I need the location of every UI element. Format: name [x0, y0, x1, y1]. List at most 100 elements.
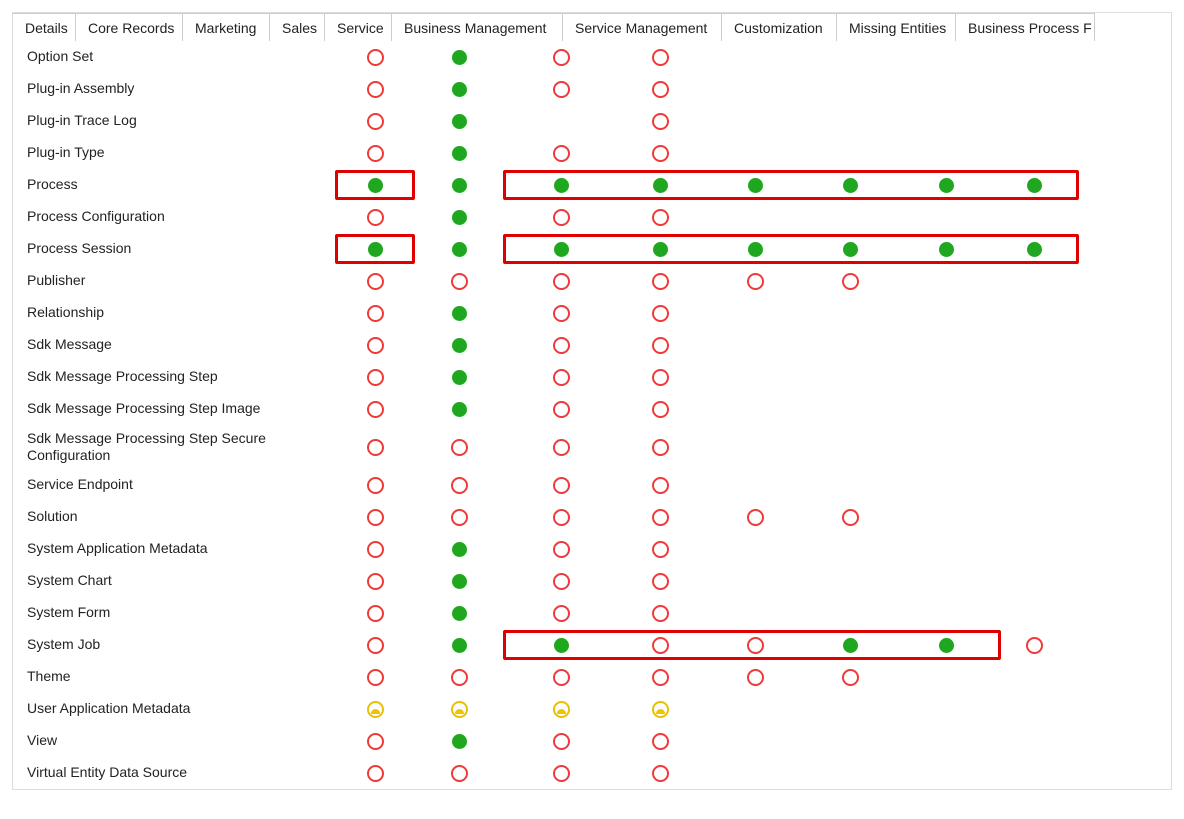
permission-cell[interactable]: [995, 178, 1073, 193]
permission-none-icon[interactable]: [553, 49, 570, 66]
permission-full-icon[interactable]: [843, 178, 858, 193]
permission-cell[interactable]: [341, 541, 409, 558]
permission-cell[interactable]: [341, 81, 409, 98]
permission-cell[interactable]: [409, 765, 509, 782]
permission-full-icon[interactable]: [1027, 178, 1042, 193]
permission-cell[interactable]: [509, 209, 613, 226]
permission-cell[interactable]: [509, 401, 613, 418]
permission-cell[interactable]: [707, 178, 803, 193]
permission-cell[interactable]: [509, 81, 613, 98]
permission-cell[interactable]: [613, 369, 707, 386]
permission-cell[interactable]: [409, 210, 509, 225]
permission-none-icon[interactable]: [652, 669, 669, 686]
permission-cell[interactable]: [409, 439, 509, 456]
permission-none-icon[interactable]: [652, 733, 669, 750]
permission-cell[interactable]: [509, 477, 613, 494]
permission-full-icon[interactable]: [554, 178, 569, 193]
tab-missing-entities[interactable]: Missing Entities: [836, 13, 956, 41]
permission-full-icon[interactable]: [452, 210, 467, 225]
permission-cell[interactable]: [341, 273, 409, 290]
permission-cell[interactable]: [509, 369, 613, 386]
permission-none-icon[interactable]: [553, 401, 570, 418]
permission-cell[interactable]: [341, 401, 409, 418]
permission-none-icon[interactable]: [553, 765, 570, 782]
permission-none-icon[interactable]: [652, 509, 669, 526]
permission-cell[interactable]: [897, 638, 995, 653]
permission-cell[interactable]: [341, 765, 409, 782]
permission-none-icon[interactable]: [367, 401, 384, 418]
permission-cell[interactable]: [613, 145, 707, 162]
permission-full-icon[interactable]: [368, 178, 383, 193]
permission-full-icon[interactable]: [452, 82, 467, 97]
tab-business-management[interactable]: Business Management: [391, 13, 563, 41]
permission-none-icon[interactable]: [367, 439, 384, 456]
permission-none-icon[interactable]: [553, 669, 570, 686]
permission-none-icon[interactable]: [553, 369, 570, 386]
permission-cell[interactable]: [803, 638, 897, 653]
permission-none-icon[interactable]: [367, 369, 384, 386]
permission-none-icon[interactable]: [451, 669, 468, 686]
permission-cell[interactable]: [409, 338, 509, 353]
permission-none-icon[interactable]: [367, 765, 384, 782]
permission-none-icon[interactable]: [652, 765, 669, 782]
permission-cell[interactable]: [509, 541, 613, 558]
permission-full-icon[interactable]: [554, 638, 569, 653]
permission-cell[interactable]: [409, 701, 509, 718]
permission-cell[interactable]: [409, 638, 509, 653]
permission-cell[interactable]: [509, 145, 613, 162]
permission-full-icon[interactable]: [452, 574, 467, 589]
permission-none-icon[interactable]: [553, 81, 570, 98]
permission-none-icon[interactable]: [553, 477, 570, 494]
permission-full-icon[interactable]: [452, 606, 467, 621]
permission-none-icon[interactable]: [367, 509, 384, 526]
permission-none-icon[interactable]: [367, 81, 384, 98]
permission-cell[interactable]: [707, 637, 803, 654]
permission-cell[interactable]: [995, 637, 1073, 654]
permission-cell[interactable]: [409, 734, 509, 749]
permission-cell[interactable]: [509, 178, 613, 193]
permission-cell[interactable]: [509, 49, 613, 66]
permission-cell[interactable]: [341, 605, 409, 622]
permission-cell[interactable]: [341, 637, 409, 654]
permission-cell[interactable]: [409, 273, 509, 290]
permission-cell[interactable]: [341, 242, 409, 257]
permission-none-icon[interactable]: [367, 209, 384, 226]
permission-none-icon[interactable]: [652, 573, 669, 590]
permission-cell[interactable]: [509, 733, 613, 750]
permission-cell[interactable]: [341, 113, 409, 130]
permission-full-icon[interactable]: [843, 638, 858, 653]
permission-none-icon[interactable]: [553, 733, 570, 750]
permission-cell[interactable]: [803, 273, 897, 290]
permission-none-icon[interactable]: [367, 305, 384, 322]
permission-none-icon[interactable]: [451, 765, 468, 782]
permission-none-icon[interactable]: [367, 145, 384, 162]
permission-cell[interactable]: [613, 605, 707, 622]
permission-cell[interactable]: [613, 669, 707, 686]
permission-cell[interactable]: [341, 701, 409, 718]
permission-cell[interactable]: [509, 638, 613, 653]
permission-full-icon[interactable]: [748, 242, 763, 257]
permission-full-icon[interactable]: [452, 638, 467, 653]
permission-none-icon[interactable]: [553, 305, 570, 322]
permission-cell[interactable]: [341, 369, 409, 386]
permission-cell[interactable]: [509, 573, 613, 590]
permission-cell[interactable]: [509, 337, 613, 354]
permission-cell[interactable]: [995, 242, 1073, 257]
permission-none-icon[interactable]: [652, 401, 669, 418]
permission-cell[interactable]: [613, 701, 707, 718]
permission-cell[interactable]: [341, 439, 409, 456]
permission-none-icon[interactable]: [652, 305, 669, 322]
permission-cell[interactable]: [707, 273, 803, 290]
permission-cell[interactable]: [509, 605, 613, 622]
permission-none-icon[interactable]: [652, 145, 669, 162]
permission-cell[interactable]: [509, 439, 613, 456]
permission-cell[interactable]: [803, 509, 897, 526]
permission-cell[interactable]: [409, 509, 509, 526]
permission-none-icon[interactable]: [367, 113, 384, 130]
permission-cell[interactable]: [341, 669, 409, 686]
permission-partial-icon[interactable]: [451, 701, 468, 718]
tab-service-management[interactable]: Service Management: [562, 13, 722, 41]
permission-cell[interactable]: [409, 242, 509, 257]
permission-cell[interactable]: [613, 305, 707, 322]
permission-cell[interactable]: [341, 178, 409, 193]
